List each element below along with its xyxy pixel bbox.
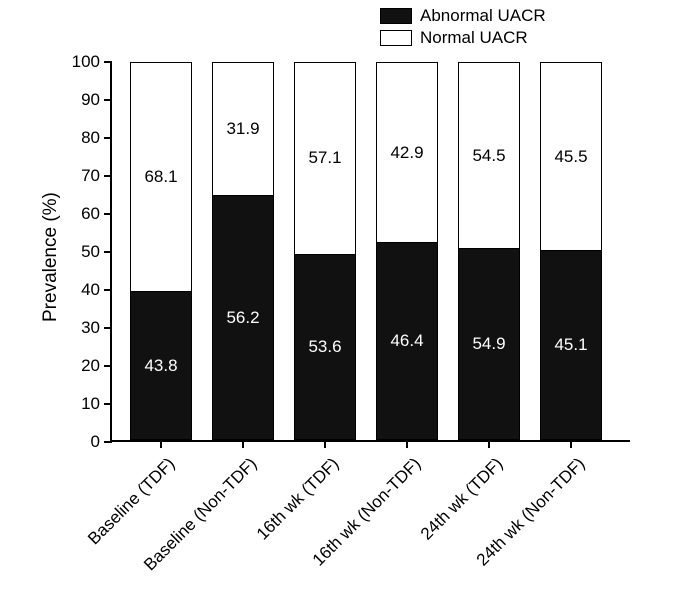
y-tick [104,327,112,329]
segment-value-label: 56.2 [226,308,259,328]
x-category-label: 24th wk (TDF) [417,454,507,544]
chart-stage: Abnormal UACRNormal UACR Prevalence (%) … [0,0,694,610]
legend-swatch [380,8,412,24]
y-tick [104,99,112,101]
plot-area: 68.1 43.8 31.9 56.2 57.1 53.6 42.9 46.4 54.5 54.9… [110,62,630,442]
bar-slot: 42.9 46.4 [376,62,438,440]
segment-value-label: 42.9 [390,143,423,163]
stacked-bar: 68.1 43.8 [130,62,192,440]
segment-normal: 54.5 [459,63,519,249]
bar-slot: 45.5 45.1 [540,62,602,440]
segment-value-label: 54.9 [472,334,505,354]
segment-value-label: 43.8 [144,356,177,376]
y-tick-label: 70 [81,166,100,186]
x-tick [242,440,244,448]
x-tick [488,440,490,448]
segment-normal: 57.1 [295,63,355,255]
legend-item: Abnormal UACR [380,6,546,26]
segment-normal: 68.1 [131,63,191,292]
legend-swatch [380,30,412,46]
segment-abnormal: 46.4 [377,243,437,439]
x-tick [570,440,572,448]
y-tick-label: 60 [81,204,100,224]
segment-normal: 42.9 [377,63,437,243]
y-axis-title: Prevalence (%) [40,192,62,322]
segment-abnormal: 56.2 [213,196,273,439]
y-tick [104,61,112,63]
bar-slot: 31.9 56.2 [212,62,274,440]
y-tick [104,175,112,177]
y-tick-label: 90 [81,90,100,110]
legend-label: Normal UACR [420,28,528,48]
stacked-bar: 45.5 45.1 [540,62,602,440]
segment-normal: 45.5 [541,63,601,251]
legend-label: Abnormal UACR [420,6,546,26]
segment-value-label: 45.1 [554,335,587,355]
x-category-label: 16th wk (TDF) [253,454,343,544]
y-tick [104,289,112,291]
segment-value-label: 68.1 [144,167,177,187]
y-tick-label: 100 [72,52,100,72]
y-tick-label: 20 [81,356,100,376]
y-tick-label: 50 [81,242,100,262]
y-tick-label: 0 [91,432,100,452]
legend-item: Normal UACR [380,28,546,48]
y-tick [104,137,112,139]
y-tick-label: 30 [81,318,100,338]
stacked-bar: 42.9 46.4 [376,62,438,440]
stacked-bar: 31.9 56.2 [212,62,274,440]
segment-value-label: 45.5 [554,147,587,167]
stacked-bar: 54.5 54.9 [458,62,520,440]
y-tick [104,441,112,443]
x-tick [160,440,162,448]
segment-value-label: 31.9 [226,119,259,139]
bars-container: 68.1 43.8 31.9 56.2 57.1 53.6 42.9 46.4 54.5 54.9… [112,62,630,440]
y-tick-label: 80 [81,128,100,148]
bar-slot: 57.1 53.6 [294,62,356,440]
segment-abnormal: 53.6 [295,255,355,439]
y-tick-label: 40 [81,280,100,300]
y-tick [104,251,112,253]
segment-value-label: 46.4 [390,331,423,351]
y-tick [104,403,112,405]
bar-slot: 54.5 54.9 [458,62,520,440]
segment-value-label: 54.5 [472,146,505,166]
segment-value-label: 57.1 [308,148,341,168]
segment-value-label: 53.6 [308,337,341,357]
segment-normal: 31.9 [213,63,273,196]
bar-slot: 68.1 43.8 [130,62,192,440]
segment-abnormal: 54.9 [459,249,519,439]
segment-abnormal: 43.8 [131,292,191,439]
y-tick [104,213,112,215]
y-tick-label: 10 [81,394,100,414]
y-tick [104,365,112,367]
stacked-bar: 57.1 53.6 [294,62,356,440]
x-tick [324,440,326,448]
legend: Abnormal UACRNormal UACR [380,6,546,50]
segment-abnormal: 45.1 [541,251,601,439]
x-tick [406,440,408,448]
